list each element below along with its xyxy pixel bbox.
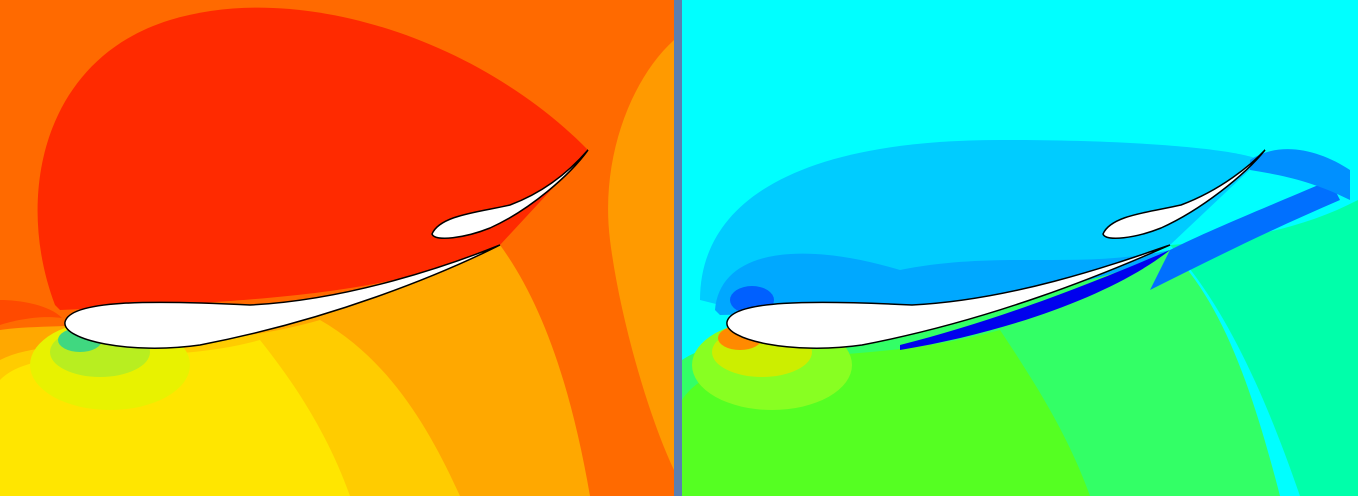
wake-zone [900,250,1170,350]
flap [1102,149,1266,239]
contour-zone [1170,200,1358,496]
main-airfoil [64,244,501,349]
wake-zone [1150,180,1340,290]
divider [674,0,682,496]
wake-zone [1250,149,1350,200]
flap [431,149,589,239]
right-panel [682,0,1358,496]
main-airfoil [726,244,1171,349]
contour-zone [715,250,1170,315]
contour-zone [608,40,674,470]
left-panel [0,0,674,496]
contour-zone [0,300,62,325]
